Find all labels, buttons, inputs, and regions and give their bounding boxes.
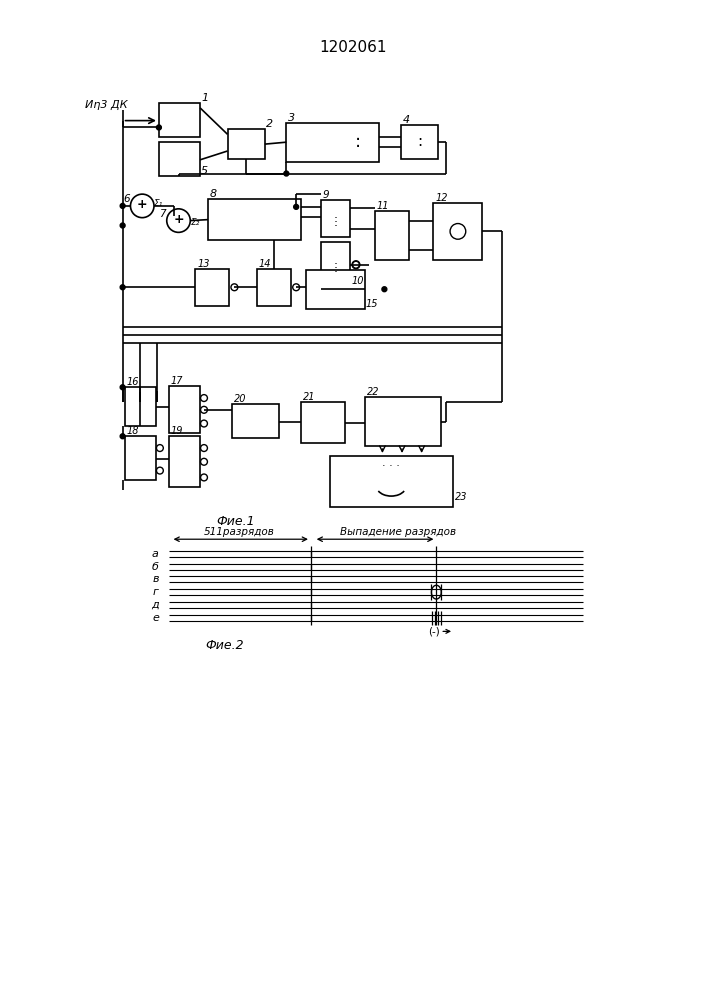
Bar — [365, 397, 441, 446]
Circle shape — [120, 285, 125, 290]
Text: .: . — [334, 216, 337, 229]
Text: 7: 7 — [159, 209, 165, 219]
Text: 12: 12 — [436, 193, 448, 203]
Circle shape — [352, 261, 360, 269]
Text: 1: 1 — [201, 93, 208, 103]
Bar — [286, 123, 380, 162]
Circle shape — [156, 125, 161, 130]
Text: :: : — [417, 134, 422, 149]
Bar — [124, 387, 156, 426]
Text: · · ·: · · · — [382, 461, 400, 471]
Text: б: б — [152, 562, 159, 572]
Circle shape — [120, 223, 125, 228]
Circle shape — [353, 261, 359, 268]
Bar — [208, 199, 301, 240]
Circle shape — [120, 385, 125, 390]
Text: 6: 6 — [123, 194, 129, 204]
Bar — [301, 402, 345, 443]
Circle shape — [201, 474, 207, 481]
Bar — [159, 142, 200, 176]
Circle shape — [156, 467, 163, 474]
Bar — [321, 242, 350, 286]
Text: 22: 22 — [367, 387, 379, 397]
Text: 15: 15 — [366, 299, 378, 309]
Bar — [124, 436, 156, 480]
Text: .: . — [334, 258, 337, 271]
Text: 19: 19 — [170, 426, 183, 436]
Text: 20: 20 — [235, 394, 247, 404]
Text: 17: 17 — [170, 376, 183, 386]
Circle shape — [201, 458, 207, 465]
Bar — [169, 386, 200, 433]
Circle shape — [201, 420, 207, 427]
Bar — [306, 270, 365, 309]
Circle shape — [201, 395, 207, 401]
Circle shape — [284, 171, 288, 176]
Text: .: . — [334, 262, 337, 275]
Text: .: . — [334, 254, 337, 267]
Bar — [169, 436, 200, 487]
Bar — [233, 404, 279, 438]
Text: :: : — [355, 133, 361, 151]
Text: 1202061: 1202061 — [320, 40, 387, 55]
Text: в: в — [153, 574, 159, 584]
Text: 14: 14 — [259, 259, 271, 269]
Text: Выпадение разрядов: Выпадение разрядов — [340, 527, 456, 537]
Text: 10: 10 — [351, 276, 363, 286]
Text: 3: 3 — [288, 113, 296, 123]
Text: д: д — [151, 600, 159, 610]
Text: .: . — [334, 212, 337, 225]
Text: 16: 16 — [127, 377, 139, 387]
Text: 11: 11 — [377, 201, 389, 211]
Circle shape — [293, 284, 300, 291]
Text: Фие.2: Фие.2 — [205, 639, 244, 652]
Circle shape — [382, 287, 387, 292]
Text: 2: 2 — [266, 119, 273, 129]
Text: +: + — [137, 198, 148, 211]
Text: Иη3 ДК: Иη3 ДК — [86, 100, 128, 110]
Text: Фие.1: Фие.1 — [216, 515, 255, 528]
Bar — [159, 103, 200, 137]
Circle shape — [120, 203, 125, 208]
Bar — [330, 456, 453, 507]
Text: 23: 23 — [455, 492, 467, 502]
Text: 4: 4 — [403, 115, 410, 125]
Text: е: е — [152, 613, 159, 623]
Text: +: + — [173, 213, 184, 226]
Text: а: а — [152, 549, 159, 559]
Bar — [257, 269, 291, 306]
Text: 13: 13 — [197, 259, 210, 269]
Text: 21: 21 — [303, 392, 315, 402]
Bar — [321, 200, 350, 237]
Circle shape — [120, 434, 125, 439]
Circle shape — [156, 445, 163, 451]
Text: .: . — [334, 208, 337, 221]
Text: 511разрядов: 511разрядов — [204, 527, 275, 537]
Text: (-): (-) — [428, 626, 440, 636]
Circle shape — [201, 445, 207, 451]
Text: 5: 5 — [201, 166, 208, 176]
Text: 8: 8 — [210, 189, 217, 199]
Bar — [433, 203, 482, 260]
Bar — [228, 129, 265, 159]
Circle shape — [450, 224, 466, 239]
Text: Σ₁: Σ₁ — [154, 199, 163, 208]
Text: Σ₂: Σ₂ — [190, 218, 199, 227]
Circle shape — [167, 209, 190, 232]
Bar — [195, 269, 230, 306]
Bar — [401, 125, 438, 159]
Circle shape — [231, 284, 238, 291]
Bar — [375, 211, 409, 260]
Circle shape — [131, 194, 154, 218]
Text: г: г — [153, 587, 159, 597]
Circle shape — [293, 204, 298, 209]
Text: 9: 9 — [322, 190, 329, 200]
Text: 18: 18 — [127, 426, 139, 436]
Circle shape — [201, 406, 207, 413]
